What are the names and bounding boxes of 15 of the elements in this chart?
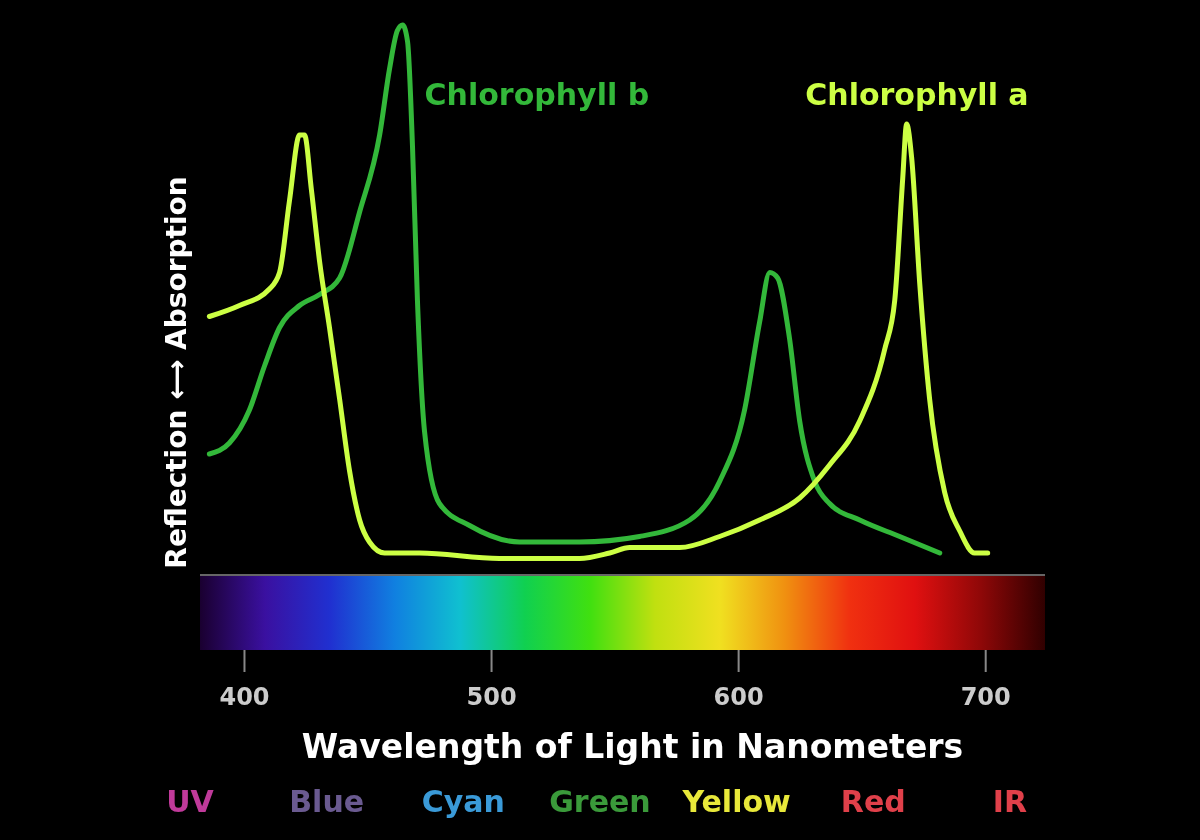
x-axis-title: Wavelength of Light in Nanometers [301, 727, 964, 766]
x-tick-label: 400 [219, 683, 270, 711]
text: Green [549, 784, 651, 819]
text: IR [992, 784, 1028, 819]
text: Cyan [421, 784, 505, 819]
text: Blue [289, 784, 365, 819]
y-axis-title: Reflection ⟷ Absorption [160, 176, 193, 569]
series-label: Chlorophyll a [805, 77, 1029, 112]
x-tick-label: 600 [713, 683, 764, 711]
text: UV [166, 784, 215, 819]
text: Red [840, 784, 906, 819]
text: Yellow [681, 784, 791, 819]
x-tick-label: 500 [466, 683, 517, 711]
x-tick-label: 700 [960, 683, 1011, 711]
series-label: Chlorophyll b [424, 77, 650, 112]
